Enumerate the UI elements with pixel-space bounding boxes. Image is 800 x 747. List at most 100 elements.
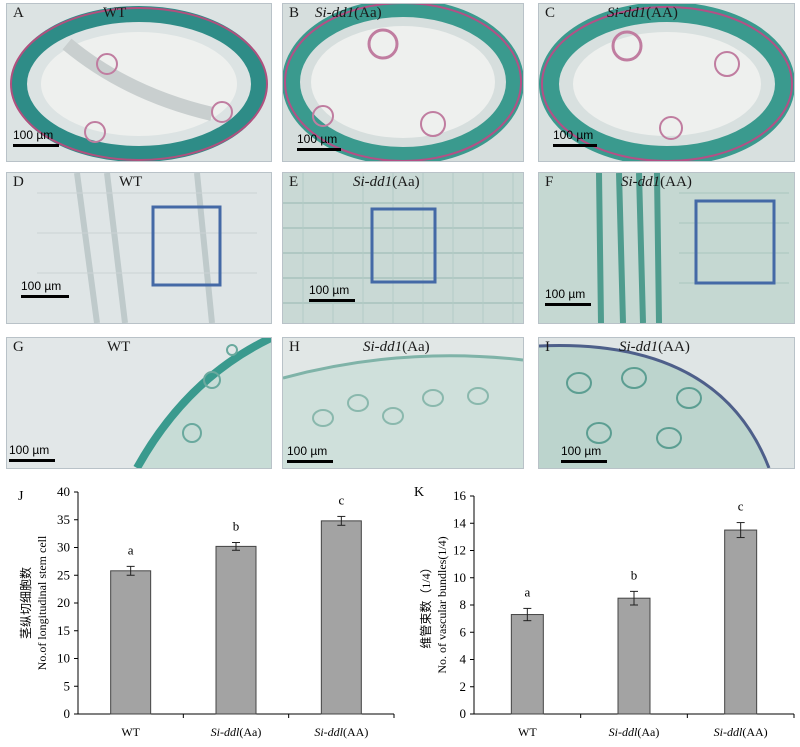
y-tick-label: 40: [57, 484, 70, 499]
y-axis-label-chinese: 维管束数（1/4）: [418, 561, 433, 648]
scale-bar-label: 100 µm: [13, 128, 54, 142]
scale-bar: [561, 460, 607, 463]
micrograph-panel-i: I Si-dd1(AA) 100 µm: [538, 337, 795, 469]
bar-chart-k-svg: K 0 2 4 6 8 10 12 14 16 维管束数（1/4） No. of vascular b…: [414, 485, 795, 739]
y-tick-label: 2: [460, 679, 467, 694]
scale-bar: [13, 144, 59, 147]
bar: [617, 597, 651, 715]
y-tick-label: 25: [57, 567, 70, 582]
y-axis-label: No. of vascular bundles(1/4): [435, 536, 449, 673]
scale-bar: [553, 144, 597, 147]
vascular-bundle-section-image: [283, 338, 523, 468]
bar-chart-k: K 0 2 4 6 8 10 12 14 16 维管束数（1/4） No. of vascular b…: [410, 480, 800, 742]
micrograph-panel-h: H Si-dd1(Aa) 100 µm: [282, 337, 524, 469]
y-tick-label: 10: [57, 651, 70, 666]
stem-cross-section-image: [7, 4, 271, 161]
x-category-label: WT: [121, 725, 140, 739]
scale-bar-label: 100 µm: [9, 443, 50, 457]
scale-bar: [297, 148, 341, 151]
x-category-label: Si-ddl(AA): [314, 725, 368, 739]
y-tick-label: 20: [57, 595, 70, 610]
panel-letter: J: [18, 489, 24, 504]
significance-letter: b: [631, 567, 638, 582]
y-tick-label: 8: [460, 597, 467, 612]
stem-cross-section-image: [283, 4, 523, 161]
significance-letter: a: [128, 542, 134, 557]
scale-bar: [309, 299, 355, 302]
highlight-box: [151, 205, 222, 287]
panel-genotype: Si-dd1(Aa): [363, 339, 430, 355]
y-tick-label: 14: [453, 515, 467, 530]
panel-genotype: Si-dd1(AA): [621, 174, 692, 190]
panel-genotype: Si-dd1(Aa): [315, 5, 382, 21]
stem-longitudinal-section-image: [539, 173, 794, 323]
significance-letter: a: [524, 584, 530, 599]
stem-longitudinal-section-image: [7, 173, 271, 323]
x-category-label: Si-ddl(Aa): [609, 725, 660, 739]
y-tick-label: 6: [460, 624, 467, 639]
vascular-bundle-section-image: [7, 338, 271, 468]
scale-bar-label: 100 µm: [309, 283, 350, 297]
panel-genotype: Si-dd1(AA): [619, 339, 690, 355]
y-tick-label: 35: [57, 512, 70, 527]
y-tick-label: 30: [57, 540, 70, 555]
scale-bar-label: 100 µm: [561, 444, 602, 458]
micrograph-panel-e: E Si-dd1(Aa) 100 µm: [282, 172, 524, 324]
y-axis-label-chinese: 茎纵切细胞数: [18, 567, 33, 639]
micrograph-panel-g: G WT 100 µm: [6, 337, 272, 469]
panel-letter: E: [289, 174, 299, 190]
micrograph-panel-d: D WT 100 µm: [6, 172, 272, 324]
x-category-label: WT: [518, 725, 537, 739]
y-tick-label: 16: [453, 488, 467, 503]
highlight-box: [370, 207, 437, 284]
panel-genotype: WT: [103, 5, 127, 21]
panel-genotype: WT: [119, 174, 143, 190]
stem-cross-section-image: [539, 4, 794, 161]
y-tick-label: 15: [57, 623, 70, 638]
micrograph-panel-b: B Si-dd1(Aa) 100 µm: [282, 3, 524, 162]
bar-chart-j-svg: J 0 5 10 15 20 25 30 35 40 茎纵切细胞数 No.of longitudina…: [18, 484, 395, 739]
panel-genotype: WT: [107, 339, 131, 355]
panel-letter: I: [545, 339, 550, 355]
y-tick-label: 12: [453, 543, 466, 558]
y-axis-label: No.of longitudinal stem cell: [35, 535, 49, 670]
y-tick-label: 0: [64, 706, 71, 721]
scale-bar: [545, 303, 591, 306]
panel-letter: G: [13, 339, 24, 355]
panel-genotype: Si-dd1(AA): [607, 5, 678, 21]
y-tick-label: 0: [460, 706, 467, 721]
significance-letter: b: [233, 519, 240, 534]
scale-bar-label: 100 µm: [545, 287, 586, 301]
panel-letter: B: [289, 5, 300, 21]
panel-letter: K: [414, 485, 424, 500]
stem-longitudinal-section-image: [283, 173, 523, 323]
bar: [320, 520, 362, 715]
scale-bar-label: 100 µm: [287, 444, 328, 458]
micrograph-panel-a: A WT 100 µm: [6, 3, 272, 162]
scale-bar-label: 100 µm: [553, 128, 594, 142]
micrograph-panel-f: F Si-dd1(AA) 100 µm: [538, 172, 795, 324]
micrograph-panel-c: C Si-dd1(AA) 100 µm: [538, 3, 795, 162]
panel-letter: A: [13, 5, 24, 21]
bar: [510, 614, 544, 715]
scale-bar-label: 100 µm: [21, 279, 62, 293]
bar: [215, 545, 257, 715]
panel-letter: F: [545, 174, 554, 190]
y-tick-label: 4: [460, 652, 467, 667]
scale-bar-label: 100 µm: [297, 132, 338, 146]
scale-bar: [9, 459, 55, 462]
panel-letter: C: [545, 5, 556, 21]
x-category-label: Si-ddl(Aa): [211, 725, 262, 739]
bar: [724, 529, 758, 715]
panel-letter: H: [289, 339, 300, 355]
scale-bar: [21, 295, 69, 298]
y-tick-label: 5: [64, 678, 71, 693]
y-tick-label: 10: [453, 570, 466, 585]
bar-chart-j: J 0 5 10 15 20 25 30 35 40 茎纵切细胞数 No.of longitudina…: [0, 480, 400, 742]
highlight-box: [694, 199, 776, 285]
bar: [110, 570, 152, 715]
x-category-label: Si-ddl(AA): [714, 725, 768, 739]
significance-letter: c: [338, 492, 344, 507]
significance-letter: c: [738, 499, 744, 514]
panel-letter: D: [13, 174, 24, 190]
